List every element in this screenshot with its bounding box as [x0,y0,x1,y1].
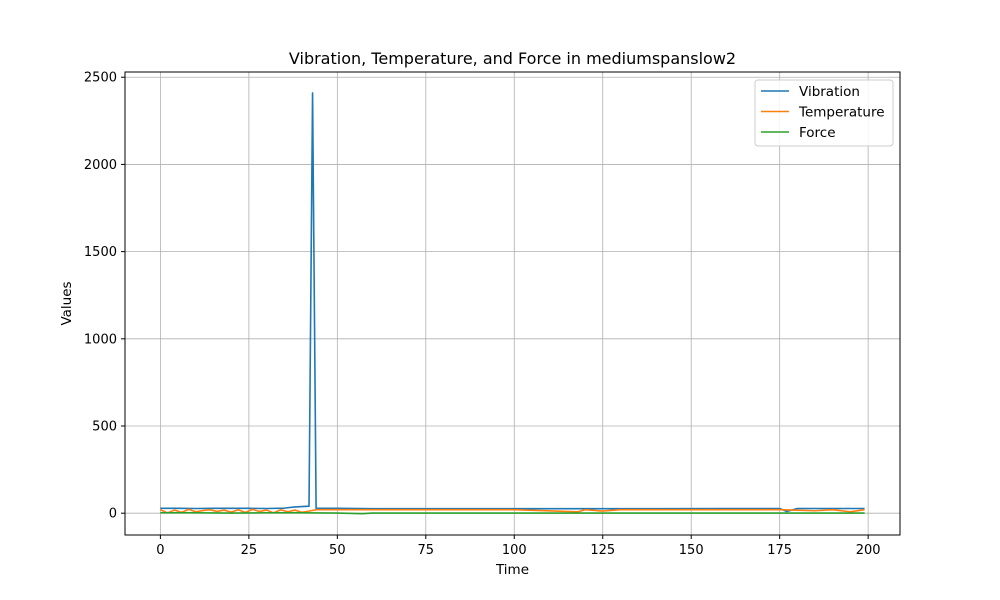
axis-ticks: 0 25 50 75 100 125 150 175 200050010001500200025… [84,71,881,558]
legend-label-temperature: Temperature [798,105,885,121]
y-tick-label: 0 [109,507,117,522]
y-tick-label: 2500 [84,71,117,86]
y-tick-label: 1000 [84,332,117,347]
legend: Vibration Temperature Force [754,79,894,147]
y-tick-label: 2000 [84,158,117,173]
series-line-temperature [160,508,865,514]
x-tick-label: 0 [156,543,164,558]
x-tick-label: 50 [329,543,346,558]
x-tick-label: 100 [502,543,527,558]
legend-label-force: Force [799,125,836,141]
plot-area [124,71,901,536]
x-tick-label: 175 [767,543,792,558]
y-tick-label: 1500 [84,245,117,260]
series-line-vibration [160,92,865,513]
y-axis-label: Values [59,281,75,325]
x-tick-label: 200 [856,543,881,558]
x-tick-label: 75 [418,543,435,558]
legend-label-vibration: Vibration [799,84,860,100]
x-tick-label: 25 [241,543,258,558]
x-tick-label: 150 [679,543,704,558]
series-lines [160,92,865,515]
x-axis-label: Time [495,562,529,578]
legend-box [754,79,894,147]
series-line-force [160,512,865,515]
y-tick-label: 500 [92,420,117,435]
chart-title: Vibration, Temperature, and Force in med… [289,49,736,68]
x-tick-label: 125 [590,543,615,558]
